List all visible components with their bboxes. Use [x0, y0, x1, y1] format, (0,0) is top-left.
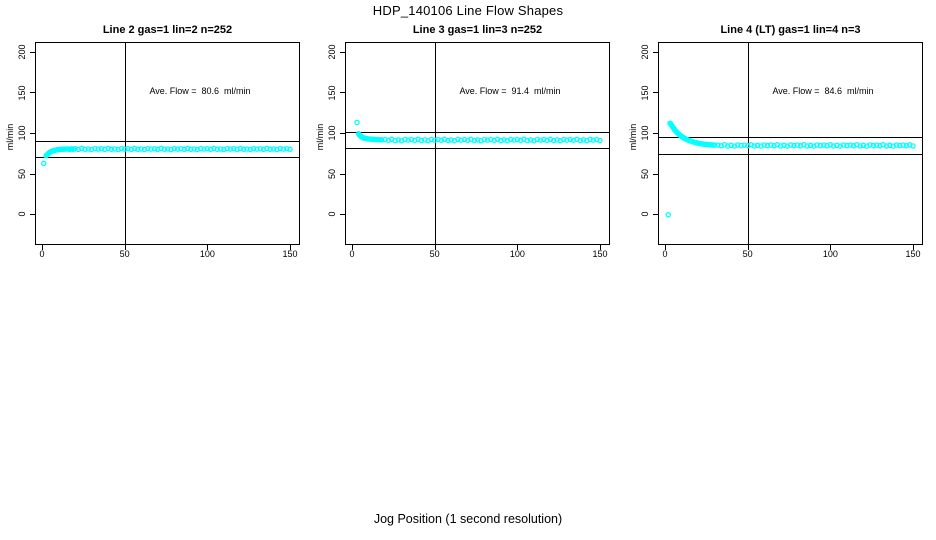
y-tick-label: 100 [17, 125, 27, 141]
y-tick-label: 0 [640, 211, 650, 217]
y-tick-label: 200 [17, 44, 27, 60]
plot-box [345, 42, 610, 245]
y-tick-label: 150 [640, 84, 650, 101]
panel-1-title: Line 2 gas=1 lin=2 n=252 [102, 24, 233, 36]
y-tick-label: 50 [17, 168, 27, 179]
x-tick-label: 0 [349, 249, 355, 259]
plot-box [658, 42, 923, 245]
y-tick-label: 0 [327, 211, 337, 217]
x-tick-label: 50 [429, 249, 440, 259]
panel-2-y-axis-label: ml/min [315, 123, 325, 151]
scatter-points [40, 145, 293, 167]
y-tick-label: 50 [640, 168, 650, 179]
x-tick-label: 0 [662, 249, 668, 259]
scatter-points [665, 120, 916, 218]
y-tick-label: 100 [640, 125, 650, 141]
y-tick-label: 150 [17, 84, 27, 101]
panel-1-y-axis-label: ml/min [5, 123, 15, 151]
y-tick-label: 0 [17, 211, 27, 217]
axis-ticks [30, 52, 291, 250]
y-tick-label: 50 [327, 168, 337, 179]
main-title: HDP_140106 Line Flow Shapes [372, 3, 564, 18]
panel-3-ave-flow-annotation: Ave. Flow = 84.6 ml/min [772, 86, 874, 96]
panel-3-title: Line 4 (LT) gas=1 lin=4 n=3 [720, 24, 861, 36]
axis-ticks [653, 52, 914, 250]
reference-lines [35, 42, 300, 245]
y-tick-label: 200 [327, 44, 337, 60]
x-tick-label: 100 [509, 249, 525, 259]
x-tick-label: 150 [282, 249, 298, 259]
panel-3-y-axis-label: ml/min [628, 123, 638, 151]
panel-2-plot [340, 42, 610, 250]
x-tick-label: 50 [742, 249, 753, 259]
x-tick-label: 0 [39, 249, 45, 259]
y-tick-label: 100 [327, 125, 337, 141]
panel-2-title: Line 3 gas=1 lin=3 n=252 [412, 24, 543, 36]
panel-1-plot [30, 42, 300, 250]
x-tick-label: 100 [822, 249, 838, 259]
scatter-points [354, 119, 603, 144]
panel-3-plot [653, 42, 923, 250]
x-tick-label: 50 [119, 249, 130, 259]
axis-ticks [340, 52, 601, 250]
y-tick-label: 200 [640, 44, 650, 60]
panel-2-ave-flow-annotation: Ave. Flow = 91.4 ml/min [459, 86, 561, 96]
x-tick-label: 150 [592, 249, 608, 259]
x-tick-label: 150 [905, 249, 921, 259]
panel-1-ave-flow-annotation: Ave. Flow = 80.6 ml/min [149, 86, 251, 96]
reference-lines [345, 42, 610, 245]
x-tick-label: 100 [199, 249, 215, 259]
plot-box [35, 42, 300, 245]
x-axis-label: Jog Position (1 second resolution) [373, 512, 563, 526]
y-tick-label: 150 [327, 84, 337, 101]
